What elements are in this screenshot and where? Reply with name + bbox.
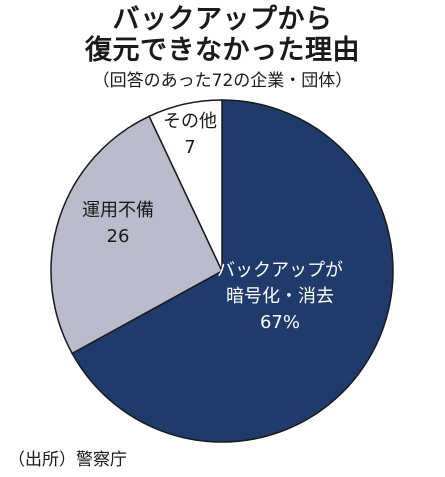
chart-subtitle: （回答のあった72の企業・団体）: [92, 71, 353, 91]
slice-other-value-label: 7: [184, 137, 195, 158]
source-note: （出所）警察庁: [8, 450, 127, 470]
title-line-2: 復元できなかった理由: [85, 35, 360, 66]
title-line-1: バックアップから: [112, 4, 333, 35]
pie-slice-encrypted: [71, 99, 394, 443]
slice-encrypted-label: バックアップが: [217, 260, 343, 281]
slice-other-label: その他: [163, 111, 217, 132]
chart-title: バックアップから 復元できなかった理由: [0, 4, 445, 66]
slice-encrypted-label: 暗号化・消去: [226, 286, 334, 307]
pie-slice-other: [148, 99, 223, 272]
slice-ops-failure-label: 運用不備: [82, 200, 154, 221]
pie-slice-ops-failure: [50, 115, 223, 355]
slice-encrypted-value-label: 67%: [260, 312, 300, 333]
slice-ops-failure-value-label: 26: [107, 226, 130, 247]
